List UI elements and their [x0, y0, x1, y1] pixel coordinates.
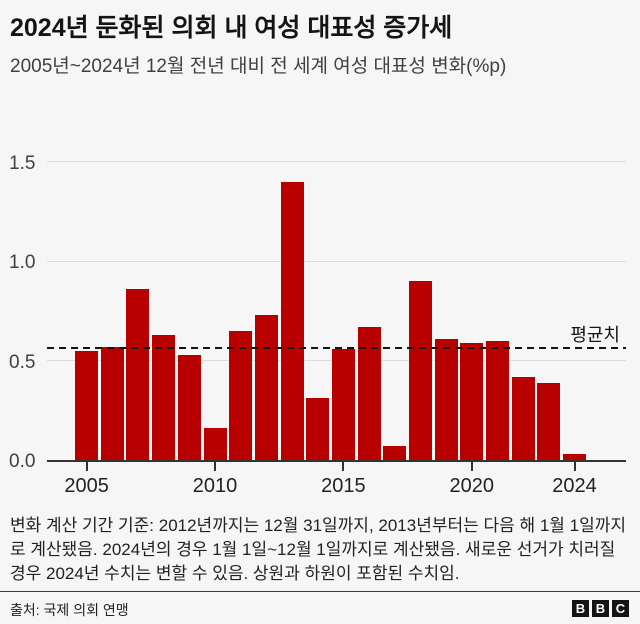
source-label: 출처: 국제 의회 연맹: [10, 602, 129, 618]
x-tick-2020: [470, 462, 473, 471]
bar-chart-plot-area: 평균치 2005 2010 2015 2020 2024: [47, 149, 626, 497]
bar-2010: [203, 428, 227, 460]
gridline-1.5: [47, 161, 626, 163]
bar-2014: [306, 398, 330, 460]
x-label-2015: 2015: [321, 475, 366, 497]
bbc-logo-letter-2: B: [592, 600, 609, 617]
bar-2018: [408, 281, 432, 460]
bar-2008: [152, 334, 176, 460]
bbc-logo-letter-1: B: [572, 600, 589, 617]
y-label-1.5: 1.5: [9, 152, 36, 174]
bar-2005: [75, 350, 99, 460]
bar-2021: [485, 340, 509, 460]
bar-2019: [434, 338, 458, 460]
chart-footnote: 변화 계산 기간 기준: 2012년까지는 12월 31일까지, 2013년부터…: [10, 516, 627, 583]
average-line-label: 평균치: [570, 324, 620, 345]
bar-2024: [563, 454, 587, 460]
average-line: [47, 346, 626, 349]
bar-2009: [177, 354, 201, 460]
chart-subtitle: 2005년~2024년 12월 전년 대비 전 세계 여성 대표성 변화(%p): [10, 56, 507, 77]
x-label-2024: 2024: [552, 475, 597, 497]
x-tick-2015: [342, 462, 345, 471]
bar-2006: [100, 346, 124, 460]
y-label-1.0: 1.0: [9, 252, 36, 274]
bbc-logo-letter-3: C: [612, 600, 629, 617]
bar-2017: [383, 446, 407, 460]
bar-2013: [280, 181, 304, 460]
x-tick-2010: [214, 462, 216, 471]
bar-2016: [357, 326, 381, 460]
chart-title: 2024년 둔화된 의회 내 여성 대표성 증가세: [10, 14, 453, 42]
y-label-0.5: 0.5: [9, 351, 36, 373]
bar-2011: [229, 330, 253, 460]
bar-2023: [537, 382, 561, 460]
bar-2022: [511, 376, 535, 460]
x-tick-2024: [573, 462, 576, 471]
x-label-2005: 2005: [64, 475, 109, 497]
x-tick-2005: [85, 462, 88, 471]
y-label-0.0: 0.0: [9, 451, 36, 472]
footer-divider: [0, 591, 640, 592]
bar-2012: [254, 314, 278, 460]
bar-2015: [331, 348, 355, 460]
bar-2007: [126, 289, 150, 460]
gridline-1.0: [47, 260, 626, 262]
x-label-2010: 2010: [192, 475, 238, 497]
x-label-2020: 2020: [449, 475, 495, 497]
bar-2020: [460, 342, 484, 460]
